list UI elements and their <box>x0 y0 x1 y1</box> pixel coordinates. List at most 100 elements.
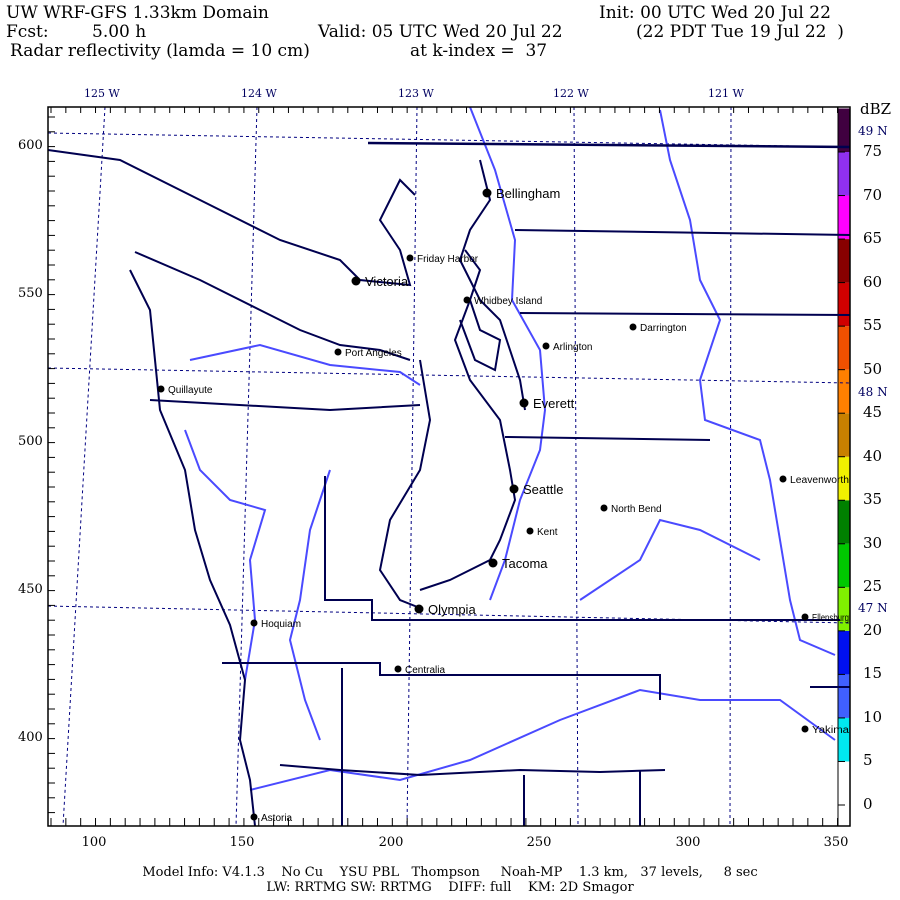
city-marker <box>488 558 498 568</box>
colorbar-bin <box>838 326 850 370</box>
colorbar-label: 35 <box>863 490 883 509</box>
river <box>249 688 836 791</box>
lon-label: 121 W <box>708 87 744 100</box>
colorbar-label: 15 <box>863 664 883 683</box>
county-line <box>514 229 851 236</box>
city-label: North Bend <box>611 504 662 515</box>
city-marker <box>334 348 342 356</box>
city-marker <box>463 296 471 304</box>
colorbar-bin <box>838 761 850 826</box>
colorbar-label: 65 <box>863 229 883 248</box>
colorbar-bin <box>838 674 850 718</box>
y-tick-label: 450 <box>18 582 43 597</box>
city-label: Arlington <box>553 342 592 353</box>
colorbar-bin <box>838 282 850 327</box>
colorbar <box>837 106 851 827</box>
colorbar-label: 60 <box>863 272 883 291</box>
gridline-123w <box>406 106 418 827</box>
city-label: Quillayute <box>168 385 213 396</box>
colorbar-label: 45 <box>863 403 883 422</box>
city-marker <box>394 665 402 673</box>
lon-label: 123 W <box>398 87 434 100</box>
field-name: Radar reflectivity (lamda = 10 cm) <box>10 41 310 61</box>
x-tick-label: 200 <box>378 835 404 850</box>
city-label: Tacoma <box>502 556 548 571</box>
colorbar-label: 5 <box>863 751 873 770</box>
colorbar-bin <box>838 500 850 544</box>
colorbar-label: 10 <box>863 707 883 726</box>
city-marker <box>801 725 809 733</box>
map-frame <box>47 106 851 827</box>
river <box>184 429 267 681</box>
puget-sound-east <box>419 299 517 591</box>
y-tick-label: 600 <box>18 138 43 153</box>
y-tick-label: 500 <box>18 434 43 449</box>
city-label: Yakima <box>812 725 849 736</box>
city-label: Seattle <box>523 482 563 497</box>
x-tick-label: 350 <box>823 835 849 850</box>
colorbar-unit: dBZ <box>860 100 892 118</box>
river <box>659 109 836 656</box>
colorbar-bin <box>838 717 850 762</box>
x-tick-label: 250 <box>526 835 552 850</box>
city-label: Leavenworth <box>790 475 849 486</box>
canada-border <box>367 141 851 149</box>
lat-label: 49 N <box>858 124 888 138</box>
city-marker <box>600 504 608 512</box>
river <box>288 469 331 741</box>
valid-time: Valid: 05 UTC Wed 20 Jul 22 <box>318 22 563 42</box>
gridline-125w <box>62 106 106 827</box>
city-label: Whidbey Island <box>474 296 542 307</box>
lat-label: 47 N <box>858 601 888 615</box>
city-label: Everett <box>533 396 575 411</box>
river <box>189 343 421 386</box>
cities: Bellingham Friday Harbor Victoria Whidbey I… <box>157 186 849 824</box>
lon-label: 122 W <box>553 87 589 100</box>
city-label: Ellensburg <box>812 613 849 624</box>
vancouver-island-coast <box>47 149 416 287</box>
mainland-coast <box>458 159 526 411</box>
gridline-48n <box>47 367 851 384</box>
rivers <box>184 106 836 791</box>
colorbar-bin <box>838 239 850 283</box>
lat-lon-grid <box>47 106 851 827</box>
whidbey-island <box>459 249 502 372</box>
level-index: at k-index = 37 <box>410 41 548 61</box>
colorbar-label: 0 <box>863 795 873 813</box>
colorbar-label: 50 <box>863 359 883 378</box>
lon-label: 124 W <box>241 87 277 100</box>
city-marker <box>250 619 258 627</box>
x-tick-label: 100 <box>81 835 107 850</box>
puget-sound-west <box>378 359 432 609</box>
physics-info: LW: RRTMG SW: RRTMG DIFF: full KM: 2D Sm… <box>266 880 634 895</box>
city-label: Friday Harbor <box>417 254 479 265</box>
city-marker <box>250 813 258 821</box>
lon-label: 125 W <box>84 87 120 100</box>
colorbar-label: 25 <box>863 577 883 596</box>
county-line <box>519 312 851 316</box>
city-label: Centralia <box>405 665 445 676</box>
forecast-label: Fcst: <box>6 22 49 42</box>
strait-south-shore <box>134 251 411 361</box>
x-tick-label: 300 <box>675 835 701 850</box>
river <box>579 518 761 601</box>
city-marker <box>414 604 424 614</box>
city-marker <box>509 484 519 494</box>
colorbar-bin <box>838 108 850 152</box>
city-label: Bellingham <box>496 186 560 201</box>
colorbar-label: 40 <box>863 446 883 465</box>
city-marker <box>519 398 529 408</box>
lat-label: 48 N <box>858 385 888 399</box>
y-tick-label: 400 <box>18 730 43 745</box>
colorbar-bin <box>838 456 850 501</box>
coastlines-and-borders <box>47 141 851 827</box>
county-line <box>504 436 711 441</box>
colorbar-bin <box>838 152 850 196</box>
colorbar-label: 55 <box>863 316 883 335</box>
city-marker <box>351 276 361 286</box>
river <box>469 106 547 601</box>
local-time: (22 PDT Tue 19 Jul 22 ) <box>636 22 844 42</box>
city-label: Kent <box>537 527 558 538</box>
